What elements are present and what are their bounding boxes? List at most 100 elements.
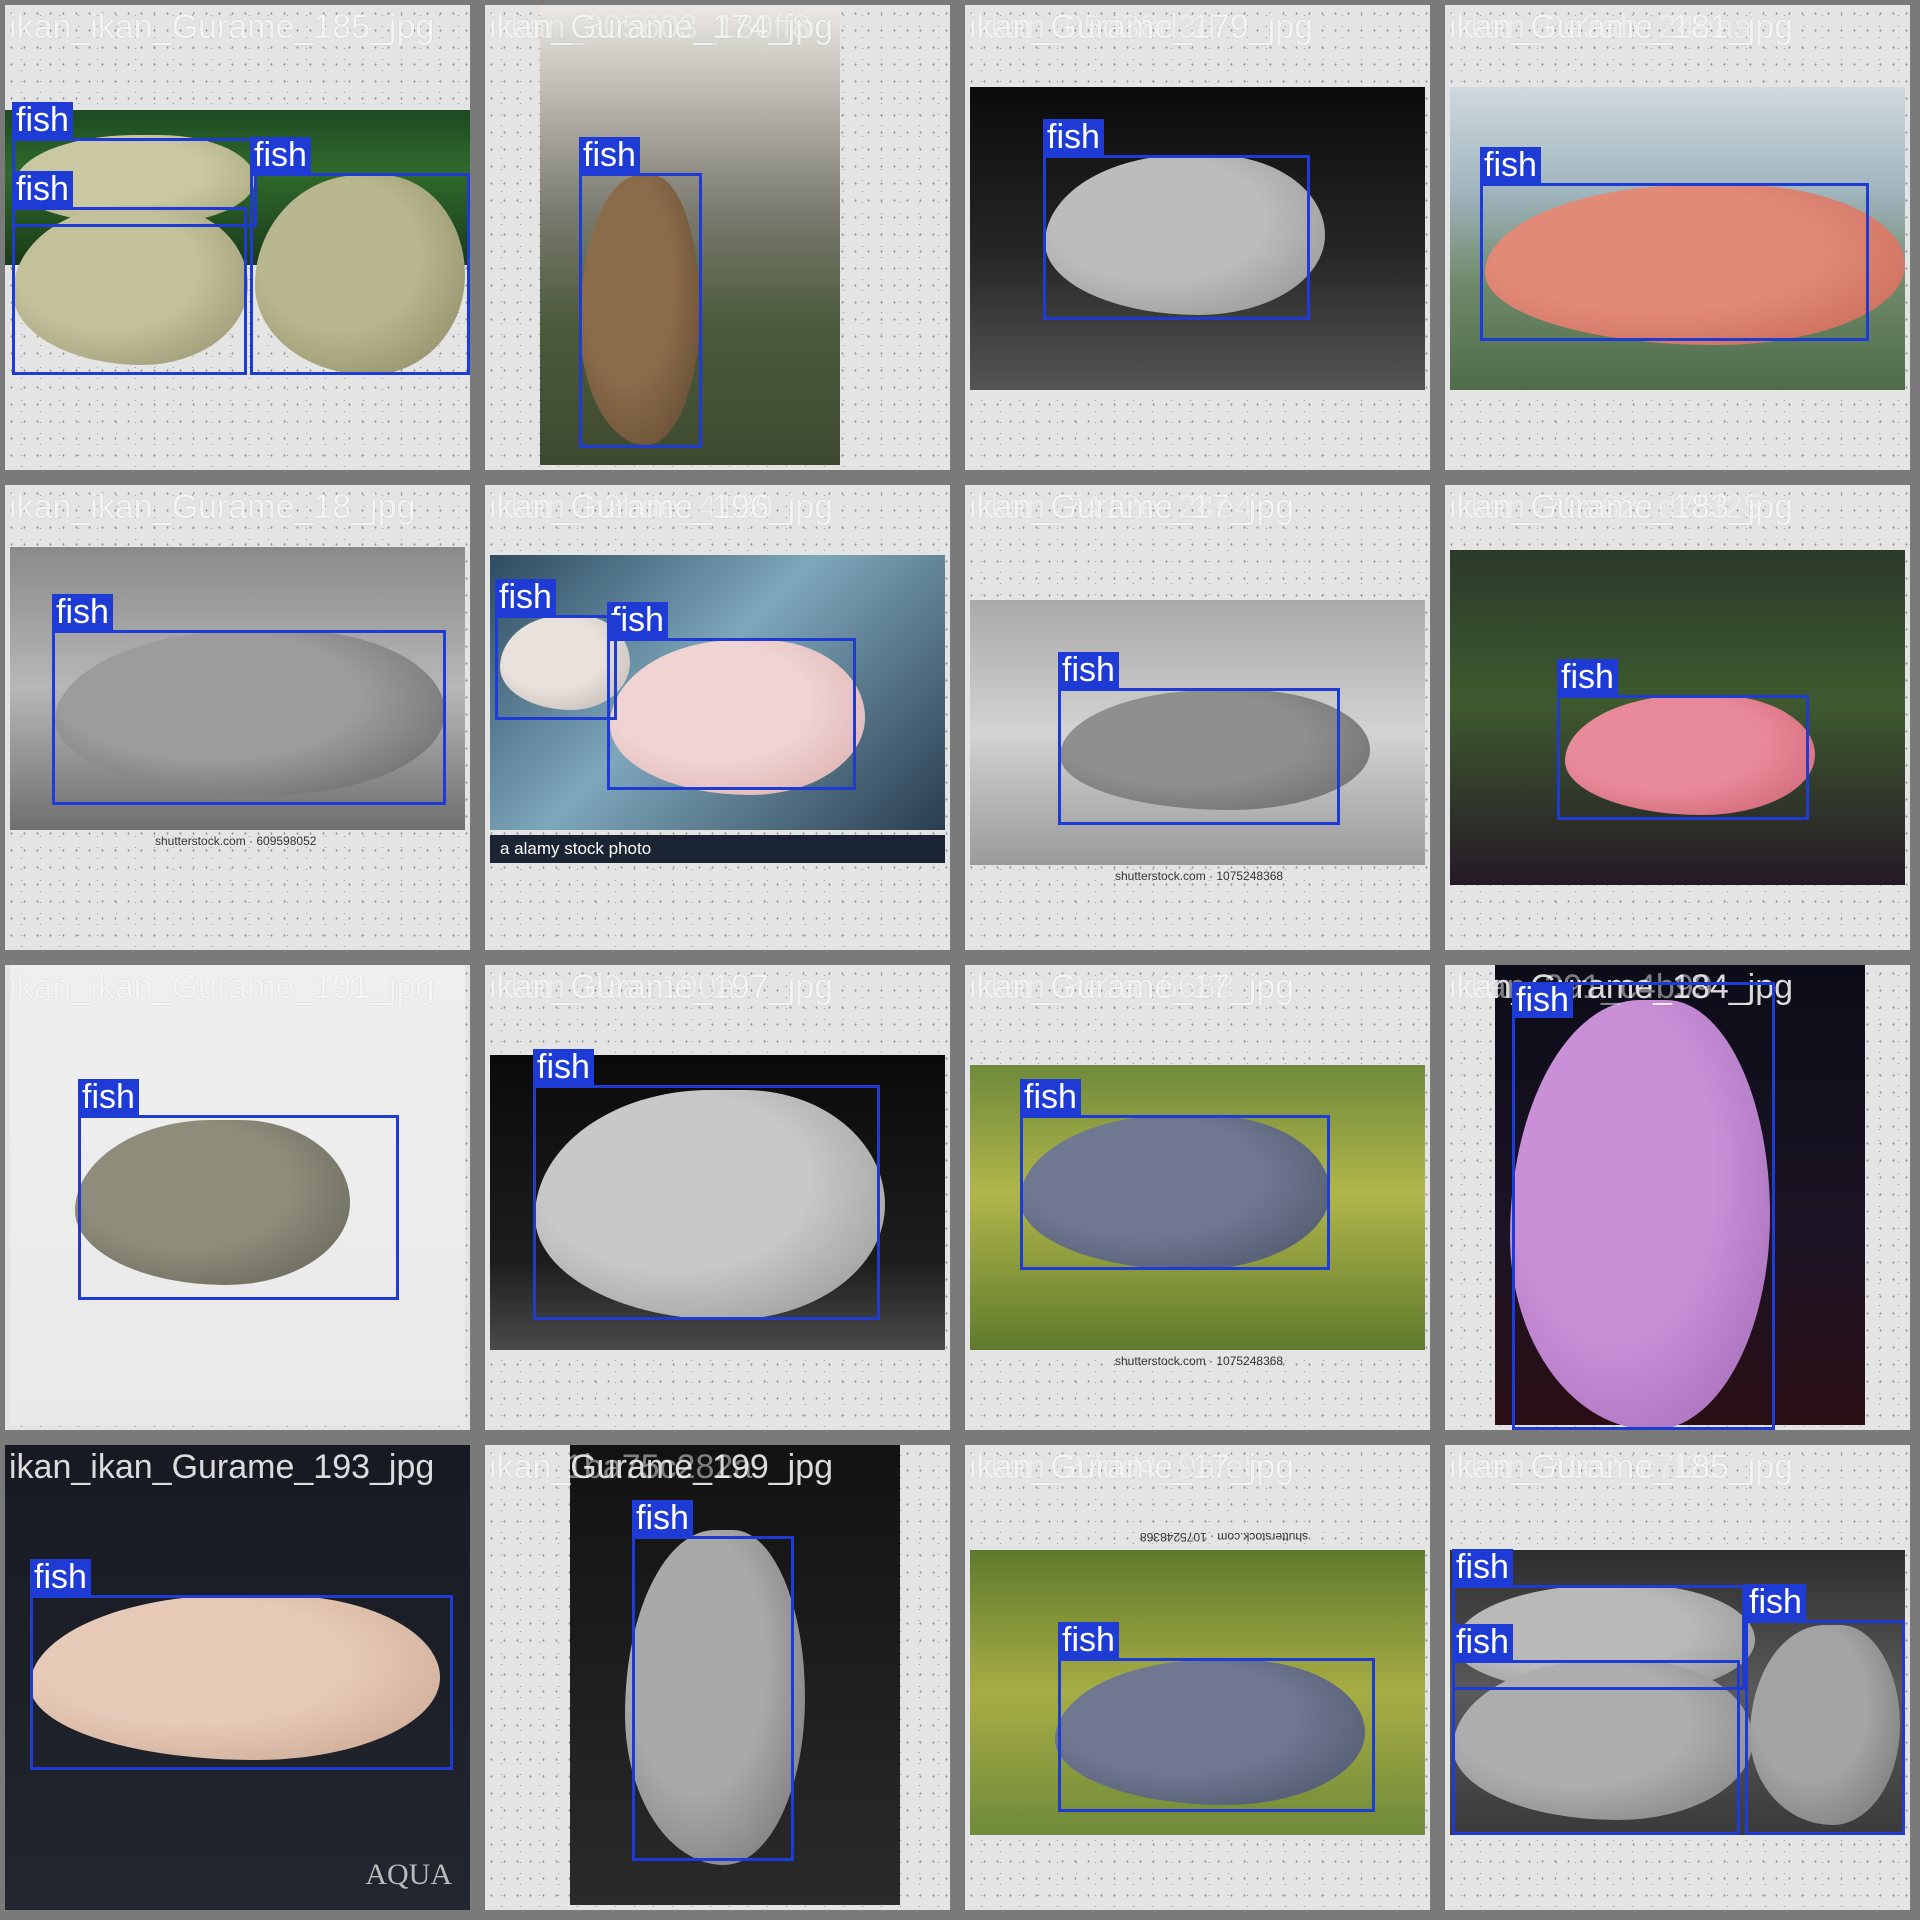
box-label: fish xyxy=(12,102,73,138)
fish-bounding-box: fish xyxy=(495,579,617,720)
fish-bounding-box: fish xyxy=(1058,652,1340,825)
fish-bounding-box: fish xyxy=(607,602,856,790)
fish-silhouette xyxy=(255,175,465,375)
fish-bounding-box: fish xyxy=(1020,1079,1330,1270)
fish-silhouette xyxy=(1453,1660,1753,1820)
tile-overlay-caption: ikan_d3a_190a xyxy=(503,968,736,1006)
tile-caption: ikan_ikan_Gurame_191_jpg xyxy=(9,968,435,1006)
photo-watermark: shutterstock.com · 1075248368 xyxy=(1140,1530,1309,1544)
box-label: fish xyxy=(12,171,73,207)
fish-silhouette xyxy=(535,1090,885,1320)
fish-bounding-box: fish xyxy=(30,1559,453,1770)
fish-silhouette xyxy=(1565,695,1815,815)
box-label: fish xyxy=(1480,147,1541,183)
tile-caption: ikan_Gurame_196_jpg xyxy=(489,488,834,526)
tile-overlay-caption: ikan_305603_180ff8 xyxy=(503,8,811,46)
photo-watermark: shutterstock.com · 1075248368 xyxy=(1115,1354,1284,1368)
tile-caption: ikan_Gurame_183_jpg xyxy=(1449,488,1794,526)
detection-tile: shutterstock.com · 1075248368 ikan_Gurame… xyxy=(965,965,1430,1430)
fish-bounding-box: fish xyxy=(12,171,247,375)
tile-caption: ikan_Gurame_17_jpg xyxy=(969,968,1295,1006)
fish-bounding-box: fish xyxy=(632,1500,794,1861)
tile-overlay-caption: ikan_b2bde_4139 xyxy=(503,488,774,526)
tile-overlay-caption: ikan_7412e_24e4 xyxy=(983,488,1254,526)
fish-silhouette xyxy=(1020,1115,1330,1270)
fish-bounding-box: fish xyxy=(1557,659,1809,820)
box-label: fish xyxy=(495,579,556,615)
fish-silhouette xyxy=(75,1120,350,1285)
fish-silhouette xyxy=(13,205,248,365)
tile-overlay-caption: ikan_27dd4_9afeb xyxy=(983,1448,1263,1486)
fish-bounding-box: fish xyxy=(1480,147,1869,341)
box-label: fish xyxy=(1058,1622,1119,1658)
box-label: fish xyxy=(1745,1584,1806,1620)
fish-bounding-box: fish xyxy=(1512,982,1775,1430)
fish-silhouette xyxy=(1510,1000,1770,1430)
box-label: fish xyxy=(533,1049,594,1085)
fish-bounding-box: fish xyxy=(533,1049,880,1320)
tile-caption: ikan_Gurame_179_jpg xyxy=(969,8,1314,46)
photo-watermark: shutterstock.com · 1075248368 xyxy=(1115,869,1284,883)
fish-silhouette xyxy=(30,1595,440,1760)
tile-overlay-caption: ikan_71e2_c7f2c xyxy=(1463,1448,1721,1486)
detection-tile: shutterstock.com · 1075248368 ikan_Gurame… xyxy=(965,1445,1430,1910)
tile-caption: ikan_Gurame_199_jpg xyxy=(489,1448,834,1486)
fish-bounding-box: fish xyxy=(1043,119,1310,320)
tile-caption: ikan_ikan_Gurame_18_jpg xyxy=(9,488,416,526)
tile-overlay-caption: ikan_391_c4b99 xyxy=(1463,968,1713,1006)
tile-caption: ikan_Gurame_197_jpg xyxy=(489,968,834,1006)
detection-tile: ikan_Gurame_199_jpg 1ba75c282a fish xyxy=(485,1445,950,1910)
tile-caption: ikan_Gurame_17_jpg xyxy=(969,488,1295,526)
box-label: fish xyxy=(1557,659,1618,695)
tile-caption: ikan_Gurame_185_jpg xyxy=(1449,1448,1794,1486)
fish-silhouette xyxy=(55,630,445,795)
fish-bounding-box: fish xyxy=(1745,1584,1905,1835)
fish-silhouette xyxy=(1750,1625,1900,1825)
box-label: fish xyxy=(1452,1549,1513,1585)
tile-overlay-caption: ikan_8e2a_6688 xyxy=(983,968,1235,1006)
detection-tile: ikan_Gurame_174_jpg ikan_305603_180ff8 fis… xyxy=(485,5,950,470)
fish-bounding-box: fish xyxy=(250,137,470,375)
fish-silhouette xyxy=(580,175,700,445)
box-label: fish xyxy=(1043,119,1104,155)
fish-silhouette xyxy=(1060,690,1370,810)
detection-tile: a alamy stock photo ikan_Gurame_196_jpg ik… xyxy=(485,485,950,950)
fish-silhouette xyxy=(1055,1660,1365,1805)
fish-bounding-box: fish xyxy=(1452,1624,1740,1835)
detection-tile: ikan_Gurame_181_jpg ikan_0e3ab_24eaa fish xyxy=(1445,5,1910,470)
tile-caption: ikan_ikan_Gurame_185_jpg xyxy=(9,8,435,46)
fish-silhouette xyxy=(610,640,865,795)
tile-overlay-caption: ikan_05d38d3d xyxy=(983,8,1216,46)
fish-bounding-box: fish xyxy=(52,594,446,805)
box-label: fish xyxy=(1058,652,1119,688)
box-label: fish xyxy=(78,1079,139,1115)
fish-bounding-box: fish xyxy=(1452,1549,1745,1690)
photo-watermark: AQUA xyxy=(365,1858,452,1891)
box-label: fish xyxy=(30,1559,91,1595)
box-label: fish xyxy=(1020,1079,1081,1115)
box-label: fish xyxy=(579,137,640,173)
detection-tile: ikan_Gurame_184_jpg ikan_391_c4b99 fish xyxy=(1445,965,1910,1430)
box-label: fish xyxy=(607,602,668,638)
fish-bounding-box: fish xyxy=(579,137,702,448)
box-label: fish xyxy=(52,594,113,630)
detection-tile: shutterstock.com · 1075248368 ikan_Gurame… xyxy=(965,485,1430,950)
fish-bounding-box: fish xyxy=(1058,1622,1375,1812)
fish-bounding-box: fish xyxy=(78,1079,399,1300)
box-label: fish xyxy=(632,1500,693,1536)
fish-silhouette xyxy=(1045,155,1325,315)
detection-tile: shutterstock.com · 609598052 ikan_ikan_Gu… xyxy=(5,485,470,950)
photo-watermark: a alamy stock photo xyxy=(490,835,945,863)
box-label: fish xyxy=(1452,1624,1513,1660)
box-label: fish xyxy=(250,137,311,173)
tile-overlay-caption: ikan_70a62_d75f25 xyxy=(1463,488,1762,526)
tile-caption: ikan_ikan_Gurame_193_jpg xyxy=(9,1448,435,1486)
fish-silhouette xyxy=(1485,185,1905,345)
